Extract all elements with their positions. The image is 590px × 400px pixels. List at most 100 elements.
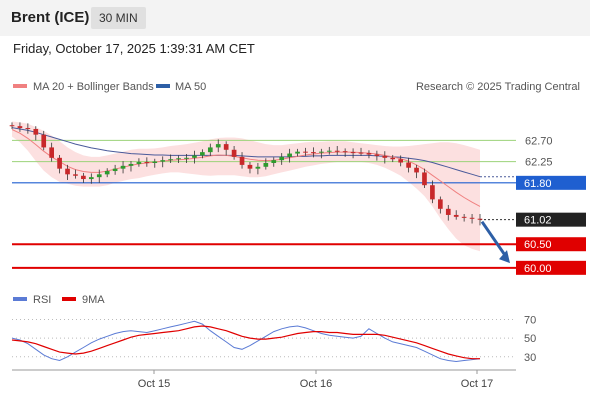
candle-body: [263, 163, 269, 167]
candle-body: [215, 144, 221, 148]
time-axis: Oct 15 Oct 16 Oct 17: [12, 369, 516, 390]
time-axis-label: Oct 17: [461, 378, 493, 390]
chart-header: Brent (ICE) 30 MIN: [0, 0, 590, 36]
candle-body: [184, 157, 189, 159]
candle-body: [437, 199, 443, 209]
candle-body: [223, 144, 229, 150]
candle-body: [152, 161, 158, 163]
candle-body: [461, 216, 467, 218]
candle-body: [350, 152, 356, 154]
candle-body: [65, 168, 70, 175]
rsi-ma-legend-label: 9MA: [82, 294, 105, 306]
candle-body: [445, 208, 451, 215]
candle-body: [271, 160, 277, 163]
candle-body: [279, 156, 285, 161]
candle-body: [112, 168, 118, 172]
candle-body: [41, 134, 47, 148]
candle-body: [176, 158, 181, 160]
candle-body: [25, 128, 31, 130]
candle-body: [128, 163, 134, 166]
candle-body: [73, 174, 78, 176]
candle-body: [422, 172, 427, 186]
candle-body: [33, 129, 39, 135]
candle-body: [398, 159, 404, 163]
candle-body: [81, 175, 86, 180]
candle-body: [9, 125, 15, 127]
candle-body: [192, 155, 197, 158]
rsi-legend-swatch: [13, 297, 27, 301]
candle-body: [231, 149, 237, 157]
candle-body: [374, 154, 380, 156]
ma20-legend-swatch: [13, 84, 27, 88]
candle-body: [295, 151, 300, 154]
candle-body: [430, 185, 435, 200]
level-60-50-label: 60.50: [524, 239, 552, 251]
time-axis-label: Oct 16: [300, 378, 332, 390]
rsi-tick-label-50: 50: [524, 333, 536, 345]
candle-body: [366, 153, 372, 155]
price-panel: 62.70 62.25 61.80 61.02 60.50 60.00: [9, 121, 586, 275]
rsi-tick-label-70: 70: [524, 314, 536, 326]
instrument-title: Brent (ICE): [11, 9, 90, 26]
level-60-00-box: [516, 260, 586, 275]
rsi-ma-line: [11, 325, 480, 360]
candle-body: [200, 152, 205, 156]
candle-body: [168, 159, 173, 161]
candle-body: [342, 151, 348, 153]
candle-body: [469, 217, 475, 219]
candle-body: [319, 151, 324, 153]
ma20-line: [11, 129, 481, 207]
candle-body: [96, 174, 102, 178]
ma20-legend-label: MA 20 + Bollinger Bands: [33, 81, 154, 93]
ma50-legend-swatch: [156, 84, 170, 88]
candle-body: [104, 171, 110, 175]
candle-body: [88, 177, 94, 180]
candle-body: [247, 164, 253, 169]
time-axis-label: Oct 15: [138, 378, 170, 390]
rsi-tick-label-30: 30: [524, 352, 536, 364]
rsi-legend-label: RSI: [33, 294, 51, 306]
candle-body: [453, 214, 459, 217]
rsi-ma-legend-swatch: [62, 297, 76, 301]
credit-label: Research © 2025 Trading Central: [416, 81, 580, 93]
level-60-50-box: [516, 237, 586, 252]
forecast-arrow-head: [499, 250, 510, 264]
ma50-line: [11, 127, 481, 178]
candle-body: [287, 153, 292, 157]
candle-body: [382, 155, 388, 158]
candle-body: [255, 166, 261, 169]
rsi-line: [11, 320, 481, 363]
candle-body: [414, 167, 419, 173]
level-62-70-label: 62.70: [525, 135, 553, 147]
candle-body: [311, 152, 316, 154]
bollinger-bands: [12, 121, 480, 252]
rsi-panel: 30 50 70: [11, 314, 536, 364]
candle-body: [160, 160, 166, 162]
level-60-00-label: 60.00: [524, 263, 552, 275]
level-61-80-box: [516, 175, 586, 190]
candle-body: [406, 162, 411, 168]
forecast-arrow-shaft: [480, 220, 509, 259]
candle-body: [17, 126, 23, 129]
candle-body: [334, 150, 340, 152]
timestamp: Friday, October 17, 2025 1:39:31 AM CET: [13, 41, 255, 56]
level-61-80-label: 61.80: [524, 178, 552, 190]
interval-badge[interactable]: 30 MIN: [91, 7, 146, 29]
candle-body: [390, 157, 396, 160]
candle-body: [207, 147, 213, 153]
candle-body: [49, 147, 55, 158]
candle-body: [239, 156, 245, 165]
candle-body: [326, 150, 332, 152]
candle-body: [144, 162, 150, 164]
level-61-02-label: 61.02: [524, 215, 552, 227]
candle-body: [358, 152, 364, 154]
candle-body: [120, 165, 126, 169]
candle-body: [477, 218, 483, 220]
candle-body: [57, 157, 62, 169]
candle-body: [303, 151, 308, 153]
ma50-legend-label: MA 50: [175, 81, 206, 93]
candle-body: [136, 162, 142, 164]
level-62-25-label: 62.25: [525, 157, 553, 169]
level-61-02-box: [516, 212, 586, 227]
